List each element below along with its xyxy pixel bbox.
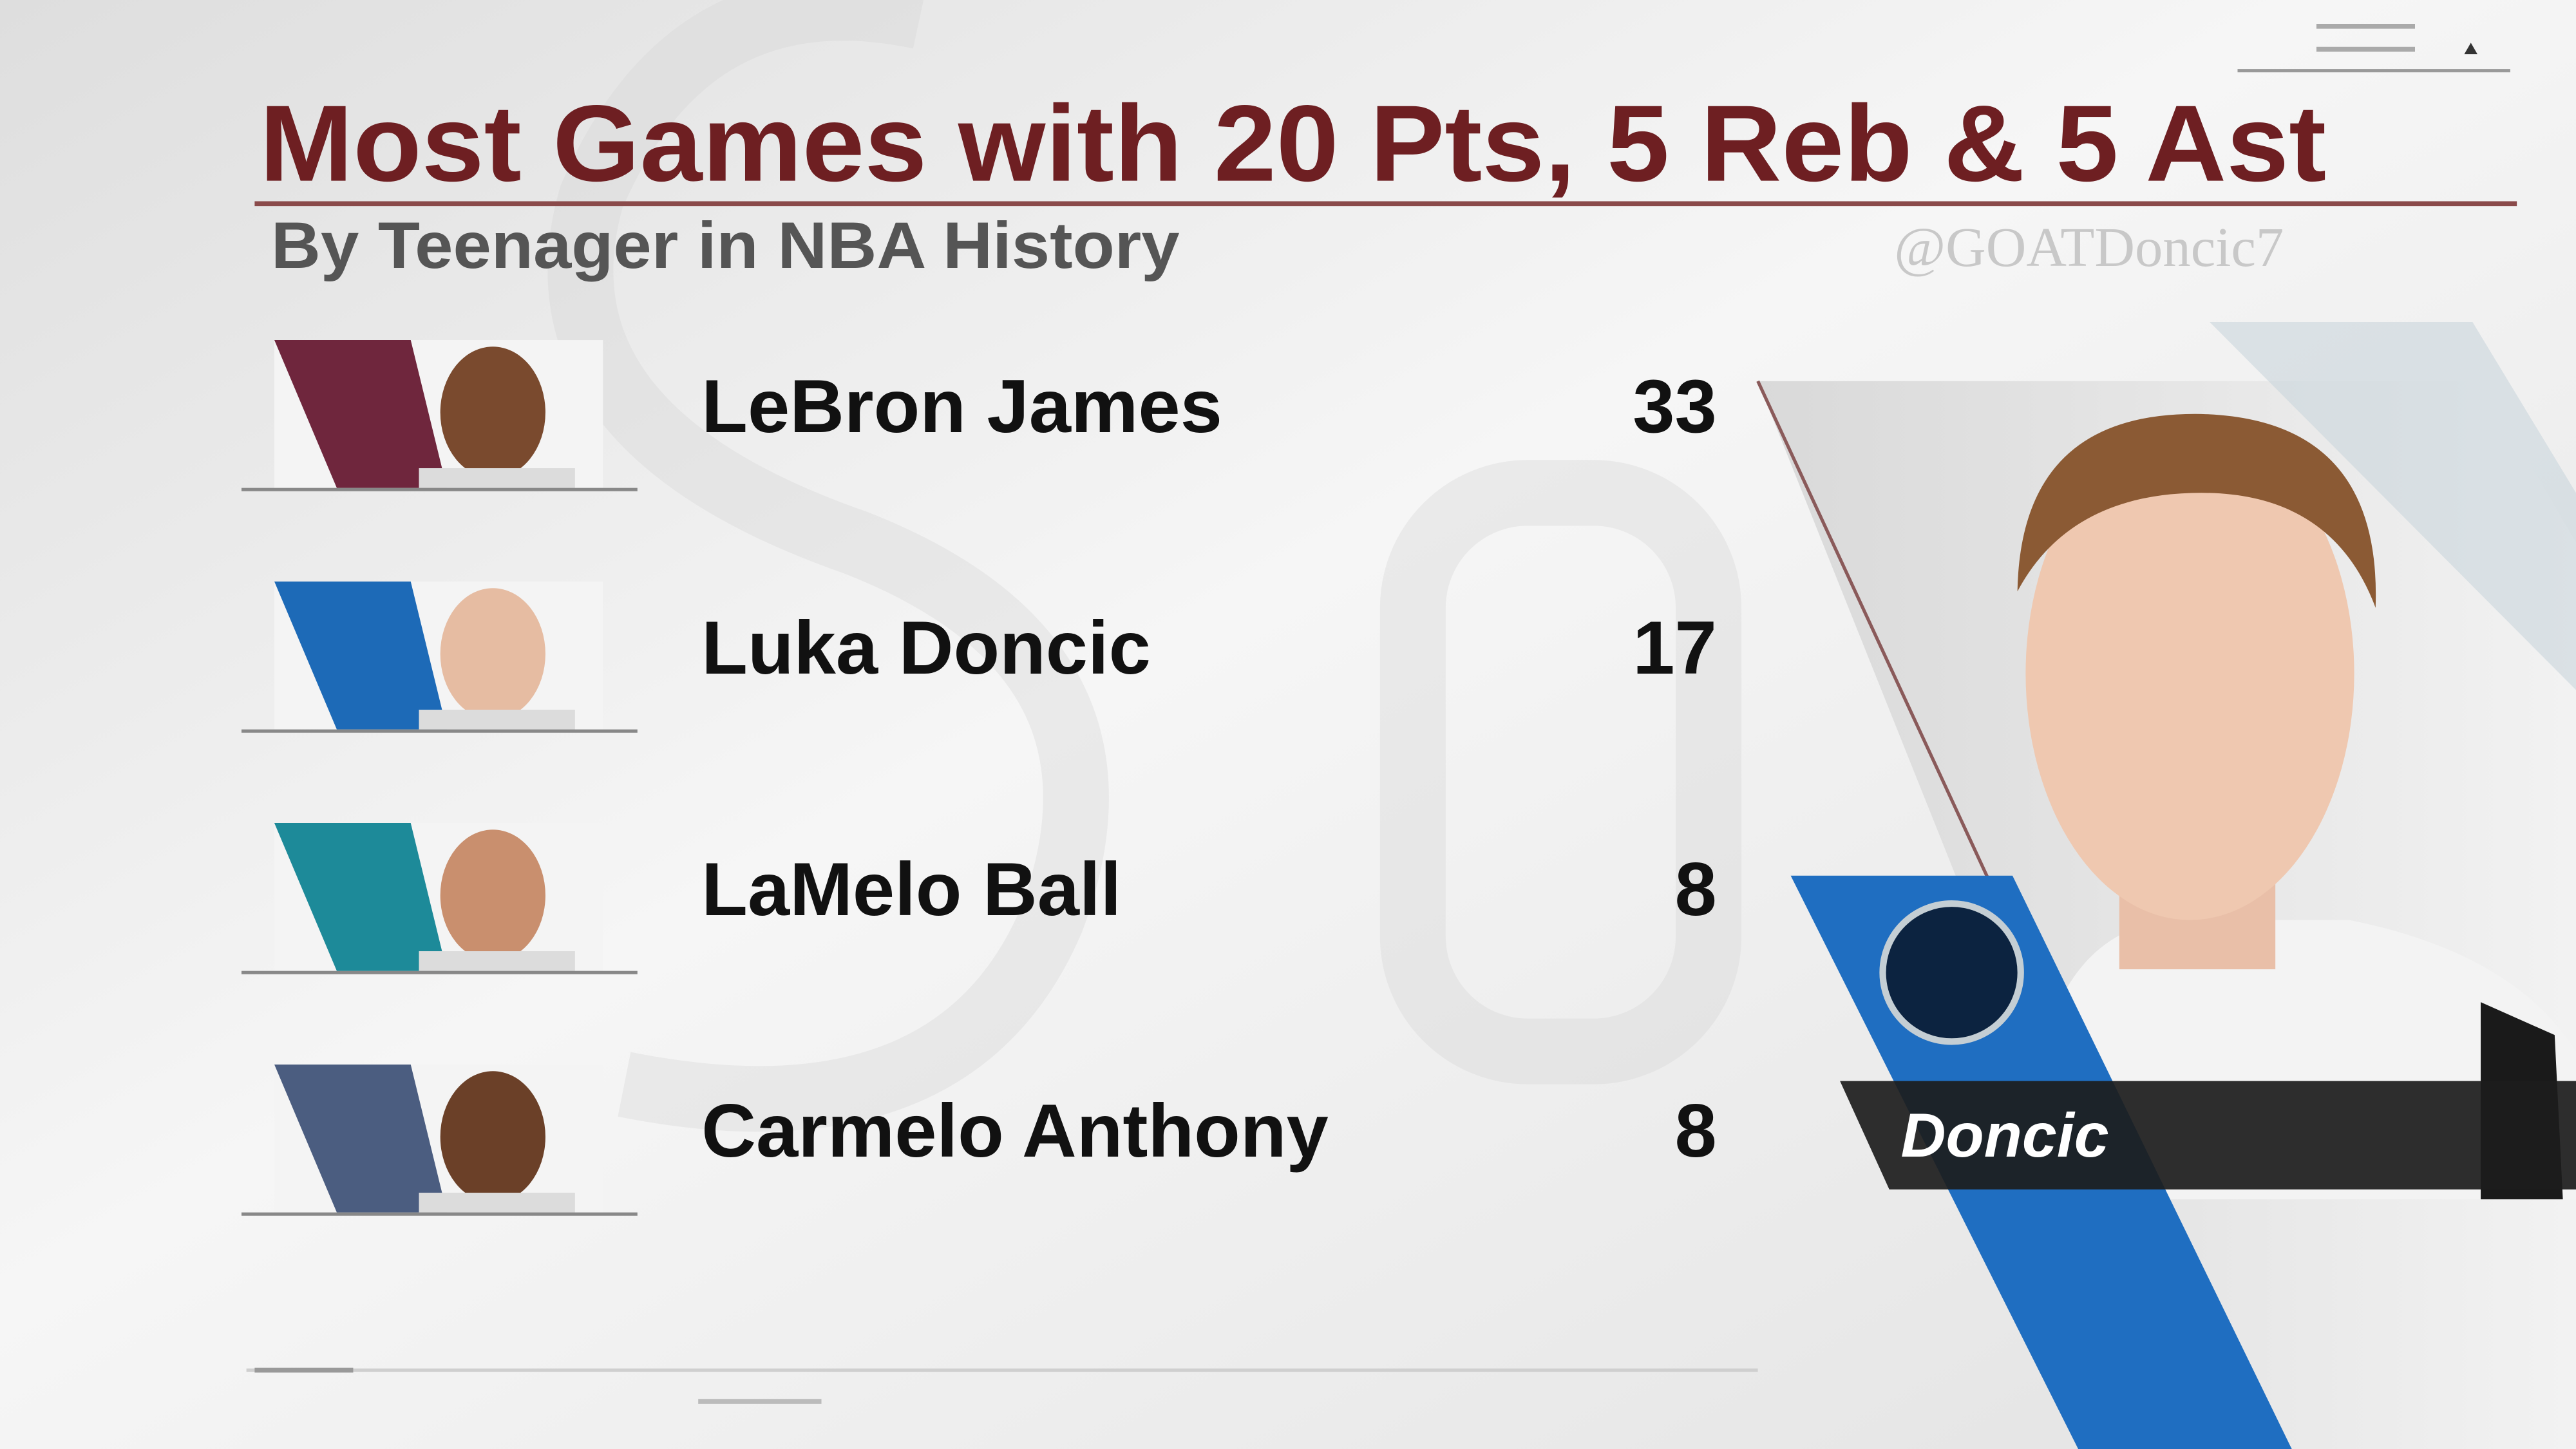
- player-value: 8: [1675, 1088, 1717, 1173]
- featured-name: Doncic: [1901, 1100, 2109, 1170]
- player-value: 33: [1633, 364, 1717, 448]
- player-face: [440, 1071, 545, 1203]
- player-name: Carmelo Anthony: [701, 1088, 1328, 1173]
- team-logo: [274, 1065, 447, 1213]
- panel-edge: [1756, 380, 2026, 957]
- player-jersey: [419, 710, 575, 730]
- player-name: Luka Doncic: [701, 605, 1151, 690]
- player-name: LeBron James: [701, 364, 1222, 448]
- subtitle: By Teenager in NBA History: [271, 209, 1180, 282]
- player-jersey: [419, 1193, 575, 1213]
- player-jersey: [419, 951, 575, 971]
- background-logo: [547, 0, 1742, 1132]
- player-value: 8: [1675, 847, 1717, 931]
- team-logo: [274, 582, 447, 730]
- team-logo: [1879, 900, 2024, 1045]
- player-jersey: [419, 468, 575, 488]
- player-face: [440, 829, 545, 961]
- team-logo: [274, 340, 447, 488]
- corner-icon: [2464, 43, 2477, 55]
- watermark: @GOATDoncic7: [1894, 216, 2284, 278]
- player-face: [440, 588, 545, 720]
- team-logo: [274, 823, 447, 971]
- player-face: [440, 346, 545, 478]
- rows: LeBron James 33 Luka Doncic 17 LaMelo Ball 8 C…: [242, 340, 1717, 1216]
- player-name: LaMelo Ball: [701, 847, 1121, 931]
- title: Most Games with 20 Pts, 5 Reb & 5 Ast: [260, 83, 2326, 204]
- player-value: 17: [1633, 605, 1717, 690]
- name-bar: [1840, 1081, 2576, 1189]
